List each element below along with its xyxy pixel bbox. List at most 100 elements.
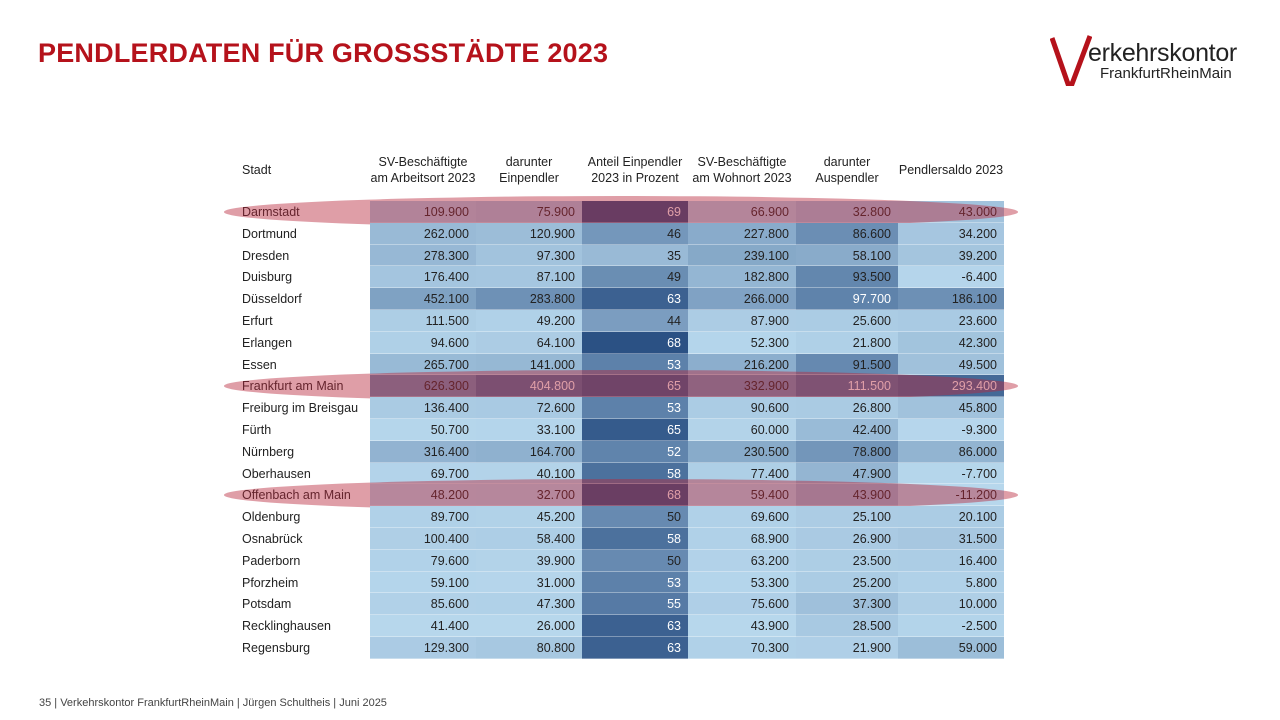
- table-row: Dresden 278.300 97.300 35 239.100 58.100 39.20…: [236, 244, 1006, 267]
- table-cell: 77.400: [688, 462, 796, 485]
- table-row: Oberhausen 69.700 40.100 58 77.400 47.900 -7.7…: [236, 462, 1006, 485]
- table-cell: 42.300: [898, 331, 1004, 354]
- table-cell: 93.500: [796, 266, 898, 289]
- table-cell: -11.200: [898, 484, 1004, 507]
- table-cell: 186.100: [898, 288, 1004, 310]
- city-name: Fürth: [242, 423, 272, 437]
- city-name: Oberhausen: [242, 466, 311, 481]
- table-row: Recklinghausen 41.400 26.000 63 43.900 28.500…: [236, 615, 1006, 637]
- table-cell: 87.100: [476, 266, 582, 289]
- table-cell: 39.900: [476, 549, 582, 572]
- table-cell: 34.200: [898, 222, 1004, 245]
- table-cell: 47.900: [796, 462, 898, 485]
- table-cell: 404.800: [476, 375, 582, 398]
- table-row: Regensburg 129.300 80.800 63 70.300 21.900 59.…: [236, 637, 1006, 659]
- table-row: Potsdam 85.600 47.300 55 75.600 37.300 10.000: [236, 593, 1006, 616]
- table-row: Osnabrück 100.400 58.400 58 68.900 26.900 31.5…: [236, 528, 1006, 550]
- logo-text-main: erkehrskontor: [1088, 39, 1237, 67]
- table-row: Offenbach am Main 48.200 32.700 68 59.400 43.…: [236, 484, 1006, 507]
- table-cell: 78.800: [796, 440, 898, 463]
- table-cell: 230.500: [688, 440, 796, 463]
- table-cell: 49.500: [898, 353, 1004, 376]
- column-header: Pendlersaldo 2023: [898, 163, 1004, 177]
- slide-title: PENDLERDATEN FÜR GROSSSTÄDTE 2023: [38, 38, 609, 68]
- table-cell: 58.400: [476, 528, 582, 550]
- pendler-table: Stadt SV-Beschäftigte am Arbeitsort 2023 d…: [224, 140, 1018, 659]
- table-cell: 50: [582, 506, 688, 528]
- table-cell: 59.400: [688, 484, 796, 507]
- city-name: Essen: [242, 357, 277, 372]
- table-cell: 141.000: [476, 353, 582, 376]
- city-name: Potsdam: [242, 597, 292, 612]
- table-cell: 49.200: [476, 310, 582, 332]
- city-name: Paderborn: [242, 553, 301, 568]
- table-cell: 23.500: [796, 549, 898, 572]
- table-cell: 50.700: [370, 419, 476, 441]
- table-cell: 60.000: [688, 419, 796, 441]
- table-row: Nürnberg 316.400 164.700 52 230.500 78.800 86.…: [236, 440, 1006, 463]
- logo-text-sub: FrankfurtRheinMain: [1100, 65, 1232, 82]
- table-row: Düsseldorf 452.100 283.800 63 266.000 97.700 1…: [236, 288, 1006, 310]
- table-cell: 91.500: [796, 353, 898, 376]
- table-cell: 35: [582, 244, 688, 267]
- table-cell: 10.000: [898, 593, 1004, 616]
- city-name: Recklinghausen: [242, 619, 331, 634]
- table-cell: 31.000: [476, 571, 582, 594]
- table-cell: 58: [582, 528, 688, 550]
- table-cell: 109.900: [370, 201, 476, 223]
- table-cell: 70.300: [688, 637, 796, 659]
- table-cell: 45.800: [898, 397, 1004, 419]
- table-cell: 65: [582, 375, 688, 398]
- table-cell: 40.100: [476, 462, 582, 485]
- table-cell: 23.600: [898, 310, 1004, 332]
- v-logo-icon: [1050, 35, 1092, 86]
- table-row: Erfurt 111.500 49.200 44 87.900 25.600 23.600: [236, 310, 1006, 332]
- table-cell: 87.900: [688, 310, 796, 332]
- table-row: Fürth 50.700 33.100 65 60.000 42.400 -9.300: [236, 419, 1006, 441]
- table-cell: 50: [582, 549, 688, 572]
- table-cell: 97.300: [476, 244, 582, 267]
- table-cell: 227.800: [688, 222, 796, 245]
- table-cell: 5.800: [898, 571, 1004, 594]
- city-name: Frankfurt am Main: [242, 379, 344, 394]
- table-cell: 63: [582, 288, 688, 310]
- table-cell: 63: [582, 637, 688, 659]
- table-cell: 452.100: [370, 288, 476, 310]
- table-cell: 63: [582, 615, 688, 637]
- table-cell: -6.400: [898, 266, 1004, 289]
- table-cell: 58: [582, 462, 688, 485]
- table-cell: 278.300: [370, 244, 476, 267]
- city-name: Dortmund: [242, 226, 297, 241]
- table-cell: 53: [582, 571, 688, 594]
- table-row: Paderborn 79.600 39.900 50 63.200 23.500 16.40…: [236, 549, 1006, 572]
- city-name: Regensburg: [242, 641, 311, 655]
- table-cell: 59.100: [370, 571, 476, 594]
- table-cell: 86.600: [796, 222, 898, 245]
- table-cell: 43.900: [688, 615, 796, 637]
- table-cell: -2.500: [898, 615, 1004, 637]
- city-name: Darmstadt: [242, 205, 300, 219]
- table-cell: 94.600: [370, 331, 476, 354]
- table-cell: 89.700: [370, 506, 476, 528]
- table-cell: 66.900: [688, 201, 796, 223]
- table-row: Darmstadt 109.900 75.900 69 66.900 32.800 43.0…: [236, 201, 1006, 223]
- table-cell: 25.200: [796, 571, 898, 594]
- table-cell: 53: [582, 397, 688, 419]
- table-cell: 293.400: [898, 375, 1004, 398]
- table-cell: 265.700: [370, 353, 476, 376]
- table-cell: 21.800: [796, 331, 898, 354]
- table-cell: 80.800: [476, 637, 582, 659]
- city-name: Nürnberg: [242, 444, 295, 459]
- table-cell: 68: [582, 331, 688, 354]
- table-cell: 44: [582, 310, 688, 332]
- table-cell: 26.800: [796, 397, 898, 419]
- table-cell: 69.600: [688, 506, 796, 528]
- table-cell: 65: [582, 419, 688, 441]
- table-row: Dortmund 262.000 120.900 46 227.800 86.600 34.…: [236, 222, 1006, 245]
- table-cell: 111.500: [370, 310, 476, 332]
- table-cell: 262.000: [370, 222, 476, 245]
- table-cell: 47.300: [476, 593, 582, 616]
- table-cell: 100.400: [370, 528, 476, 550]
- table-cell: 43.000: [898, 201, 1004, 223]
- table-cell: 283.800: [476, 288, 582, 310]
